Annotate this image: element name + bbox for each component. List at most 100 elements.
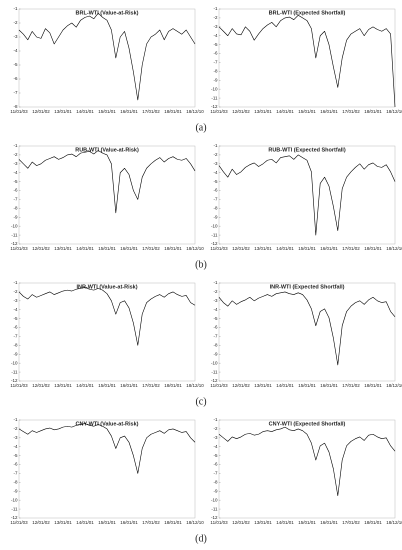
x-tick-label: 17/01/02: [342, 383, 360, 388]
x-tick-label: 16/01/01: [120, 520, 138, 525]
x-tick-label: 17/01/02: [342, 246, 360, 251]
y-tick-label: -7: [213, 471, 217, 476]
x-tick-label: 14/01/01: [76, 383, 94, 388]
y-tick-label: -6: [13, 462, 17, 467]
y-tick-label: -11: [211, 95, 218, 100]
y-tick-label: -11: [11, 232, 18, 237]
chart-title: CNY-WTI (Expected Shortfall): [269, 421, 346, 427]
x-tick-label: 17/01/02: [342, 520, 360, 525]
x-tick-label: 12/01/02: [232, 520, 250, 525]
y-tick-label: -7: [13, 471, 17, 476]
x-tick-label: 15/01/01: [98, 383, 116, 388]
y-tick-label: -1: [13, 6, 17, 11]
x-tick-label: 13/01/01: [54, 109, 72, 114]
x-tick-label: 14/01/01: [276, 109, 294, 114]
plot-frame: [18, 419, 196, 519]
y-tick-label: -8: [13, 480, 17, 485]
y-tick-label: -2: [213, 289, 217, 294]
series-line: [18, 150, 196, 214]
y-tick-label: -7: [13, 90, 17, 95]
series-line: [218, 291, 396, 366]
x-tick-label: 18/01/01: [364, 246, 382, 251]
x-tick-label: 15/01/01: [298, 109, 316, 114]
y-tick-label: -8: [13, 206, 17, 211]
x-tick-label: 17/01/02: [142, 109, 160, 114]
series-line: [18, 287, 196, 346]
y-tick-label: -10: [211, 497, 218, 502]
series-line: [218, 426, 396, 497]
x-tick-label: 12/01/02: [32, 520, 50, 525]
x-tick-label: 14/01/01: [76, 246, 94, 251]
y-tick-label: -6: [213, 325, 217, 330]
y-tick-label: -9: [13, 351, 17, 356]
x-tick-label: 14/01/01: [276, 520, 294, 525]
y-tick-label: -4: [213, 170, 217, 175]
x-tick-label: 11/01/03: [10, 520, 28, 525]
y-tick-label: -5: [13, 316, 17, 321]
y-tick-label: -1: [13, 417, 17, 422]
panel-label: (b): [195, 259, 207, 270]
x-tick-label: 18/12/10: [186, 109, 204, 114]
y-tick-label: -10: [211, 360, 218, 365]
y-tick-label: -3: [213, 298, 217, 303]
x-tick-label: 17/01/02: [142, 520, 160, 525]
x-tick-label: 18/01/01: [364, 520, 382, 525]
y-tick-label: -9: [13, 214, 17, 219]
y-tick-label: -9: [213, 214, 217, 219]
x-tick-label: 18/01/01: [164, 520, 182, 525]
plot-frame: [18, 8, 196, 108]
chart-title: RUB-WTI (Value-at-Risk): [75, 147, 139, 153]
x-tick-label: 11/01/03: [10, 246, 28, 251]
plot-frame: [18, 282, 196, 382]
y-tick-label: -5: [213, 453, 217, 458]
x-tick-label: 15/01/01: [298, 520, 316, 525]
x-tick-label: 18/12/10: [186, 246, 204, 251]
y-tick-label: -7: [213, 334, 217, 339]
series-line: [218, 154, 396, 236]
y-tick-label: -3: [13, 161, 17, 166]
y-tick-label: -9: [213, 488, 217, 493]
y-tick-label: -3: [13, 298, 17, 303]
y-tick-label: -6: [13, 76, 17, 81]
y-tick-label: -1: [213, 280, 217, 285]
x-tick-label: 15/01/01: [98, 520, 116, 525]
x-tick-label: 13/01/01: [54, 383, 72, 388]
y-tick-label: -5: [13, 62, 17, 67]
y-tick-label: -10: [211, 86, 218, 91]
y-tick-label: -3: [13, 435, 17, 440]
y-tick-label: -2: [13, 426, 17, 431]
y-tick-label: -8: [213, 343, 217, 348]
y-tick-label: -4: [13, 48, 17, 53]
y-tick-label: -7: [213, 60, 217, 65]
y-tick-label: -4: [13, 170, 17, 175]
x-tick-label: 18/01/01: [364, 109, 382, 114]
y-tick-label: -8: [13, 104, 17, 109]
y-tick-label: -7: [13, 197, 17, 202]
y-tick-label: -3: [213, 24, 217, 29]
x-tick-label: 18/01/01: [164, 109, 182, 114]
y-tick-label: -12: [11, 241, 18, 246]
y-tick-label: -1: [213, 6, 217, 11]
plot-frame: [218, 419, 396, 519]
x-tick-label: 18/01/01: [164, 246, 182, 251]
y-tick-label: -12: [211, 241, 218, 246]
chart-title: RUB-WTI (Expected Shortfall): [268, 147, 345, 153]
y-tick-label: -11: [211, 232, 218, 237]
y-tick-label: -12: [211, 378, 218, 383]
y-tick-label: -2: [213, 152, 217, 157]
x-tick-label: 13/01/01: [254, 246, 272, 251]
y-tick-label: -5: [213, 42, 217, 47]
y-tick-label: -4: [13, 307, 17, 312]
x-tick-label: 18/12/10: [186, 383, 204, 388]
y-tick-label: -3: [213, 435, 217, 440]
x-tick-label: 15/01/01: [98, 109, 116, 114]
chart-title: CNY-WTI (Value-at-Risk): [76, 421, 139, 427]
x-tick-label: 15/01/01: [298, 383, 316, 388]
y-tick-label: -4: [13, 444, 17, 449]
x-tick-label: 13/01/01: [254, 383, 272, 388]
y-tick-label: -5: [213, 179, 217, 184]
panel-label: (c): [195, 396, 206, 407]
y-tick-label: -9: [213, 77, 217, 82]
y-tick-label: -1: [213, 143, 217, 148]
